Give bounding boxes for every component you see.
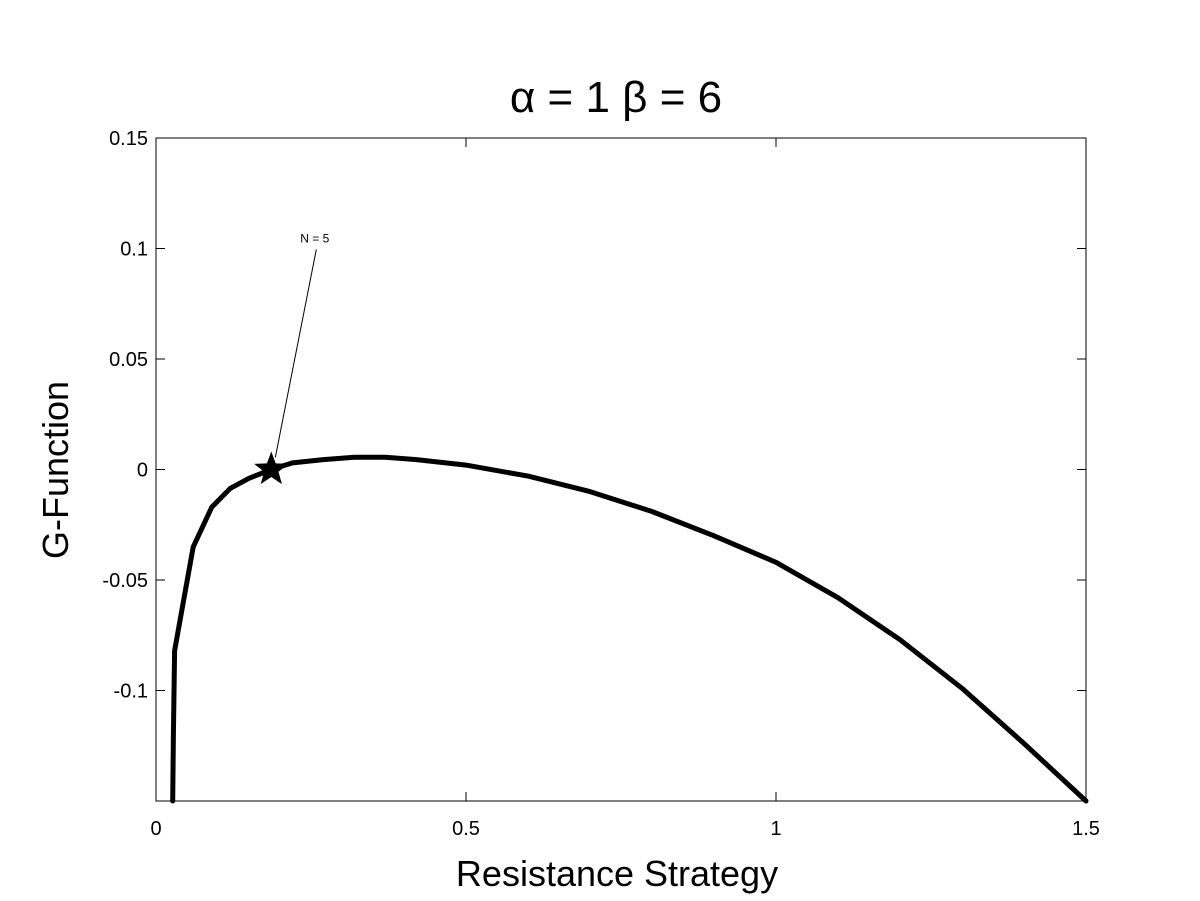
x-tick-label: 1 xyxy=(770,818,781,840)
y-tick-label: 0.15 xyxy=(109,128,148,150)
y-tick-label: 0.05 xyxy=(109,349,148,371)
y-axis-label: G-Function xyxy=(35,381,76,559)
x-tick-label: 0 xyxy=(150,818,161,840)
plot-frame xyxy=(155,137,1087,802)
tick-marks xyxy=(155,137,1087,801)
y-tick-label: 0 xyxy=(137,460,148,482)
y-tick-label: 0.1 xyxy=(120,239,148,261)
star-marker xyxy=(254,451,289,485)
x-axis-label: Resistance Strategy xyxy=(456,853,778,894)
annotation-label: N = 5 xyxy=(300,232,329,246)
plot-background xyxy=(156,138,1086,801)
x-tick-label: 1.5 xyxy=(1072,818,1100,840)
y-tick-labels: 0.15 0.1 0.05 0 -0.05 -0.1 xyxy=(102,128,148,703)
x-tick-labels: 0 0.5 1 1.5 xyxy=(150,818,1099,840)
x-tick-label: 0.5 xyxy=(452,818,480,840)
annotation-arrow xyxy=(274,249,317,458)
y-tick-label: -0.1 xyxy=(114,681,148,703)
y-tick-label: -0.05 xyxy=(102,570,148,592)
series-line xyxy=(170,454,1089,804)
chart-title: α = 1 β = 6 xyxy=(510,73,722,122)
